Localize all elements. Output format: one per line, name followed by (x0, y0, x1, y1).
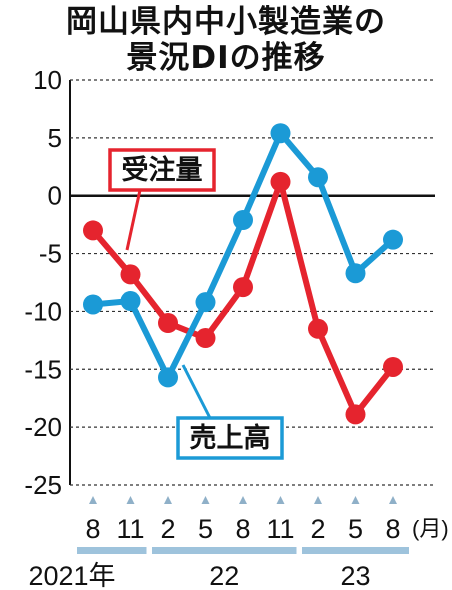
y-tick-label: 5 (48, 123, 62, 153)
year-group-bar (302, 547, 409, 554)
x-tick-marker (201, 496, 210, 504)
y-tick-label: 10 (33, 65, 62, 95)
y-tick-label: -10 (24, 296, 62, 326)
x-tick-label: 8 (385, 514, 400, 544)
data-point (158, 313, 178, 333)
data-point (270, 171, 291, 192)
series-label-box (176, 416, 284, 460)
data-point (308, 167, 328, 188)
chart-title-line2: 景況DIの推移 (126, 40, 326, 76)
data-point (233, 210, 253, 231)
y-tick-label: -25 (24, 470, 62, 500)
y-tick-label: 0 (48, 181, 62, 211)
y-tick-label: -15 (24, 354, 62, 384)
label-leader-line (181, 364, 212, 419)
data-point (120, 264, 141, 285)
y-tick-label: -20 (24, 412, 62, 442)
x-tick-marker (164, 496, 172, 504)
x-tick-label: 11 (266, 514, 294, 544)
x-unit-label: (月) (412, 516, 449, 541)
year-group-label: 22 (209, 561, 239, 590)
x-tick-marker (89, 496, 97, 504)
y-tick-label: -5 (39, 239, 62, 269)
x-tick-label: 8 (85, 514, 100, 544)
x-tick-label: 11 (116, 514, 144, 544)
x-tick-label: 5 (198, 514, 213, 544)
year-group-bar (77, 547, 147, 554)
year-group-label: 2021年 (28, 561, 115, 590)
data-point (83, 294, 103, 315)
series-label-box (108, 148, 216, 192)
data-point (195, 292, 216, 313)
x-tick-marker (389, 496, 397, 504)
x-tick-marker (126, 496, 135, 504)
data-point (345, 263, 366, 284)
chart-title-line1: 岡山県内中小製造業の (66, 4, 386, 40)
x-tick-marker (239, 496, 247, 504)
x-tick-label: 2 (310, 514, 325, 544)
data-point (195, 328, 216, 349)
year-group-bar (152, 547, 297, 554)
x-tick-marker (351, 496, 360, 504)
label-leader-line (125, 189, 142, 251)
data-point (233, 277, 253, 298)
x-tick-label: 5 (348, 514, 363, 544)
data-point (270, 123, 291, 144)
data-point (308, 318, 328, 339)
x-tick-label: 2 (160, 514, 175, 544)
x-tick-label: 8 (235, 514, 250, 544)
data-point (345, 404, 366, 425)
x-tick-marker (314, 496, 322, 504)
year-group-label: 23 (340, 561, 370, 590)
data-point (83, 220, 103, 241)
series-label: 受注量 (122, 154, 203, 186)
data-point (383, 356, 403, 377)
data-point (158, 367, 178, 388)
data-point (120, 291, 141, 312)
data-point (383, 229, 403, 250)
x-tick-marker (276, 496, 285, 504)
series-label: 売上高 (190, 422, 271, 454)
